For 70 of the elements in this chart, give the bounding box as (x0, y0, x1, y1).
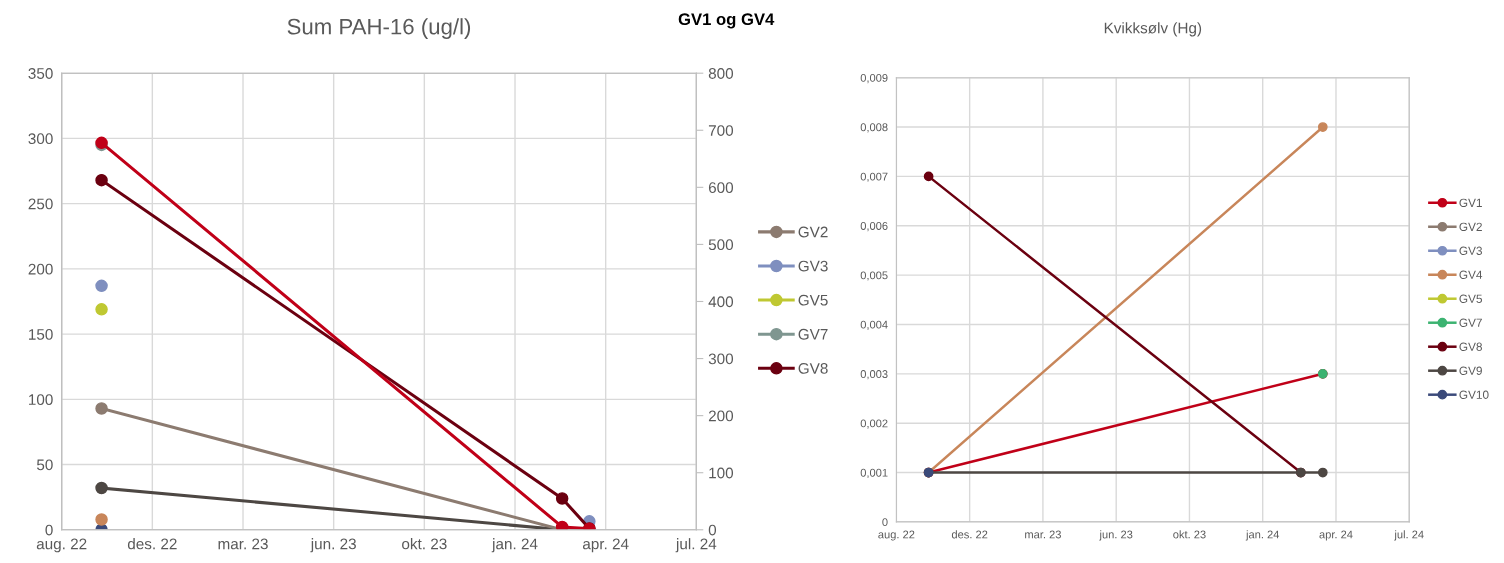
y2-tick-label: 100 (709, 467, 734, 479)
y-tick-label: 0,009 (860, 73, 888, 84)
y2-tick-label: 200 (708, 410, 734, 422)
y-tick-label: 200 (28, 263, 53, 275)
x-tick-label: jul. 24 (675, 538, 717, 553)
legend-label: GV9 (1459, 366, 1482, 375)
legend-label: GV5 (798, 294, 828, 306)
y-tick-label: 50 (36, 459, 53, 471)
x-tick-label: jan. 24 (1245, 530, 1280, 541)
legend-label: GV10 (1459, 390, 1489, 399)
x-tick-label: mar. 23 (218, 538, 268, 550)
x-tick-label: jun. 23 (1099, 530, 1133, 541)
x-tick-label: apr. 24 (1319, 530, 1353, 541)
y-tick-label: 0,004 (860, 320, 888, 330)
y-tick-label: 0,001 (860, 468, 888, 478)
legend-label: GV2 (798, 226, 828, 238)
point (95, 173, 108, 187)
legend-label: GV2 (1459, 222, 1482, 231)
x-tick-label: jan. 24 (491, 538, 538, 553)
point (95, 279, 108, 293)
point (1317, 122, 1328, 132)
point (95, 513, 108, 526)
y2-tick-label: 500 (708, 239, 734, 251)
chart-title: Sum PAH-16 (ug/l) (287, 18, 471, 39)
x-tick-label: jul. 24 (1394, 530, 1424, 541)
y-tick-label: 0,007 (860, 172, 888, 182)
legend-label: GV3 (1459, 246, 1482, 255)
point (95, 402, 108, 415)
x-tick-label: aug. 22 (36, 538, 87, 553)
y2-tick-label: 800 (708, 68, 734, 79)
y-tick-label: 0,008 (860, 123, 888, 133)
y-tick-label: 100 (29, 394, 53, 406)
y-tick-label: 0,006 (860, 222, 888, 232)
legend-label: GV3 (798, 260, 828, 272)
y-tick-label: 350 (28, 68, 53, 79)
y-tick-label: 150 (29, 328, 53, 340)
point (555, 492, 569, 505)
point (923, 171, 934, 182)
legend-label: GV1 (1459, 198, 1482, 207)
legend-label: GV7 (1459, 318, 1482, 327)
y-tick-label: 0 (45, 524, 53, 536)
x-tick-label: aug. 22 (878, 530, 915, 541)
legend-label: GV7 (798, 328, 828, 340)
y2-tick-label: 400 (708, 296, 734, 308)
y2-tick-label: 0 (708, 524, 717, 536)
text: GV1 og GV4 (678, 13, 775, 29)
y2-tick-label: 700 (708, 125, 734, 136)
x-tick-label: mar. 23 (1025, 530, 1061, 539)
x-tick-label: apr. 24 (582, 538, 629, 553)
x-tick-label: des. 22 (951, 530, 988, 539)
legend-label: GV5 (1459, 294, 1482, 303)
legend-label: GV8 (798, 362, 828, 374)
legend-label: GV8 (1459, 342, 1482, 351)
y-tick-label: 0,003 (860, 370, 888, 380)
point (1317, 467, 1328, 478)
y-tick-label: 0 (882, 518, 888, 527)
y-tick-label: 0,002 (860, 419, 888, 429)
x-tick-label: okt. 23 (1173, 530, 1206, 539)
y2-tick-label: 300 (708, 353, 734, 365)
chart-title: Kvikksølv (Hg) (1104, 22, 1202, 37)
x-tick-label: jun. 23 (310, 538, 356, 553)
legend-label: GV4 (1459, 270, 1483, 279)
x-tick-label: okt. 23 (402, 538, 447, 550)
point (95, 481, 108, 495)
y-tick-label: 300 (28, 133, 53, 145)
point (95, 303, 108, 316)
y-tick-label: 250 (28, 198, 53, 210)
y-tick-label: 0,005 (860, 271, 888, 281)
x-tick-label: des. 22 (127, 538, 177, 550)
y2-tick-label: 600 (708, 182, 734, 194)
